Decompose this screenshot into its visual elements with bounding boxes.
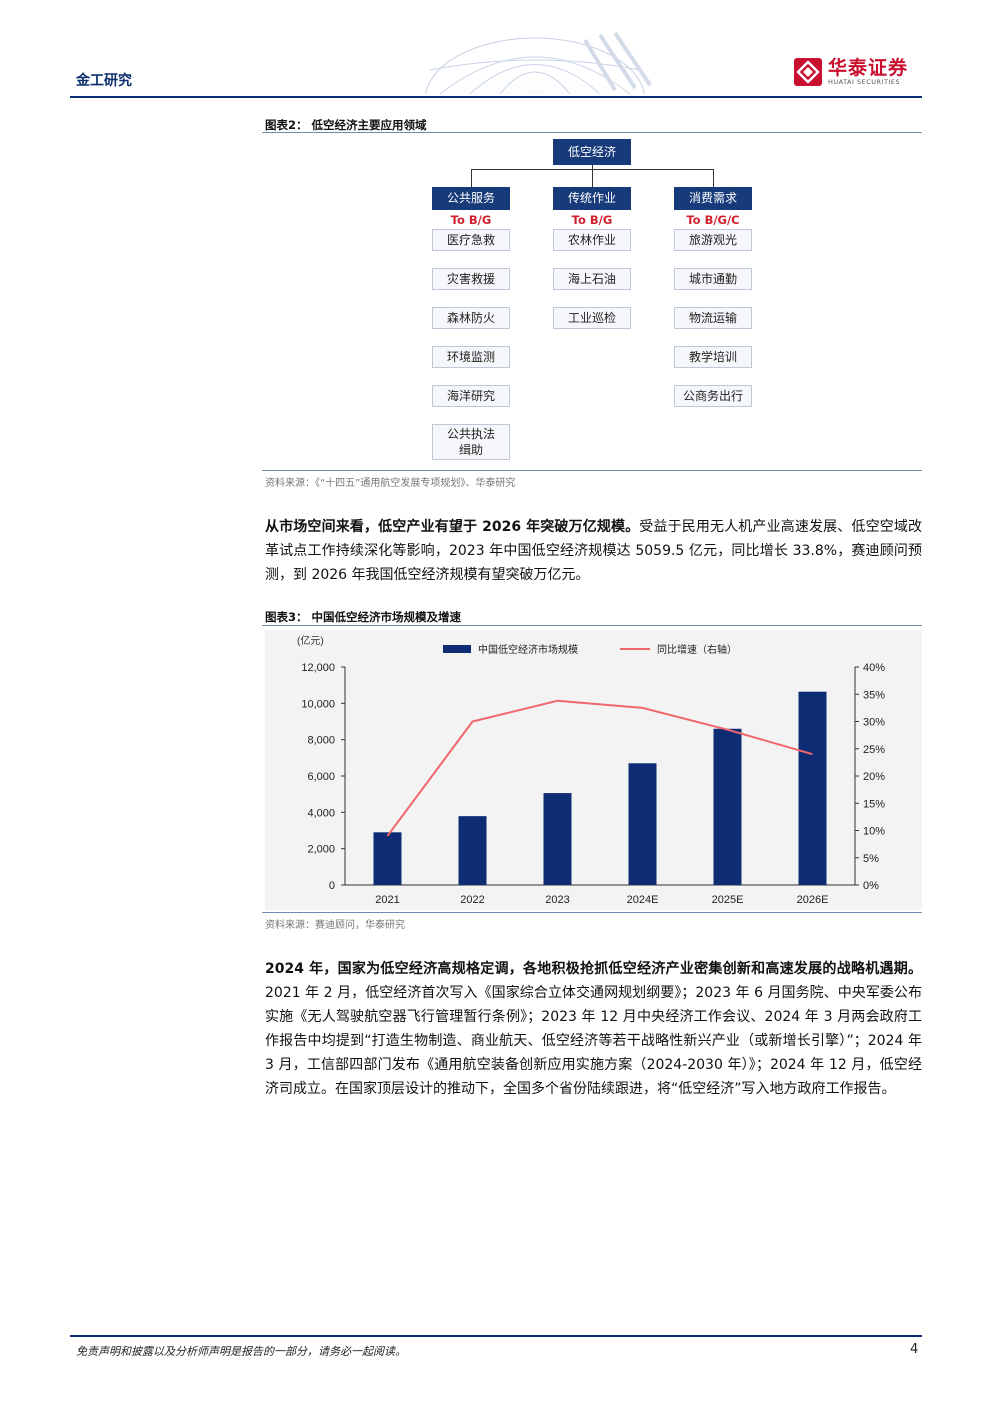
diagram-item: 医疗急救: [432, 229, 510, 251]
category-public-service: 公共服务: [432, 187, 510, 210]
y2-tick-label: 30%: [863, 717, 885, 729]
y2-tick-label: 5%: [863, 853, 879, 865]
legend-bar-swatch: [443, 645, 471, 653]
category-traditional-work: 传统作业: [553, 187, 631, 210]
connector-middle: [592, 169, 593, 187]
bar-2025E: [713, 728, 742, 885]
y-tick-label: 0: [329, 880, 335, 892]
x-tick-label: 2022: [460, 894, 484, 906]
x-tick-label: 2025E: [712, 894, 744, 906]
figure2-top-rule: [262, 132, 922, 133]
bar-2022: [458, 816, 487, 885]
connector-left: [471, 169, 472, 187]
x-tick-label: 2021: [375, 894, 399, 906]
globe-decoration-icon: [425, 31, 652, 94]
diagram-item: 海上石油: [553, 268, 631, 290]
y2-tick-label: 25%: [863, 744, 885, 756]
figure2-title: 图表2： 低空经济主要应用领域: [265, 118, 427, 132]
market-size-chart: (亿元) 0 2,000 4,000 6,000 8,000 10,000 12,000 0% 5…: [265, 630, 922, 910]
paragraph-body: 2021 年 2 月，低空经济首次写入《国家综合立体交通网规划纲要》；2023 …: [265, 985, 922, 1097]
diagram-item: 教学培训: [674, 346, 752, 368]
legend-line-label: 同比增速（右轴）: [657, 643, 737, 656]
diagram-item: 公商务出行: [674, 385, 752, 407]
tob-label: To B/G/C: [686, 213, 740, 227]
x-tick-label: 2026E: [797, 894, 829, 906]
y-tick-label: 2,000: [307, 844, 335, 856]
legend-bar-label: 中国低空经济市场规模: [478, 643, 578, 656]
bar-2023: [543, 793, 572, 885]
footer-divider: [70, 1335, 922, 1337]
diagram-item: 森林防火: [432, 307, 510, 329]
y-tick-label: 8,000: [307, 735, 335, 747]
paragraph-lead: 2024 年，国家为低空经济高规格定调，各地积极抢抓低空经济产业密集创新和高速发…: [265, 961, 922, 977]
figure2-source: 资料来源：《“十四五”通用航空发展专项规划》、华泰研究: [265, 478, 516, 489]
paragraph-policy: 2024 年，国家为低空经济高规格定调，各地积极抢抓低空经济产业密集创新和高速发…: [265, 957, 922, 1101]
logo-text-en: HUATAI SECURITIES: [828, 78, 901, 86]
y2-tick-label: 40%: [863, 662, 885, 674]
bar-2021: [373, 832, 402, 885]
page-number: 4: [910, 1342, 919, 1357]
diagram-item: 环境监测: [432, 346, 510, 368]
company-logo: 华泰证券 HUATAI SECURITIES: [794, 58, 908, 86]
bar-2026E: [798, 691, 827, 885]
x-tick-label: 2023: [545, 894, 569, 906]
connector-right: [713, 169, 714, 187]
logo-text-cn: 华泰证券: [828, 57, 909, 79]
y-tick-label: 6,000: [307, 771, 335, 783]
y-axis-unit: (亿元): [297, 634, 324, 647]
bar-2024E: [628, 763, 657, 885]
paragraph-body: 受益于民用无人机产业高速发展、低空空域改革试点工作持续深化等影响，2023 年中…: [265, 519, 922, 583]
paragraph-market-size: 从市场空间来看，低空产业有望于 2026 年突破万亿规模。受益于民用无人机产业高…: [265, 515, 922, 587]
y2-tick-label: 0%: [863, 880, 879, 892]
figure3-top-rule: [262, 625, 922, 626]
figure3-title: 图表3： 中国低空经济市场规模及增速: [265, 610, 462, 624]
figure3-source: 资料来源：赛迪顾问，华泰研究: [265, 920, 405, 931]
diagram-item: 物流运输: [674, 307, 752, 329]
section-label: 金工研究: [76, 73, 132, 89]
figure3-bottom-rule: [262, 912, 922, 913]
diagram-root: 低空经济: [553, 139, 631, 165]
diagram-item: 城市通勤: [674, 268, 752, 290]
footer-disclaimer: 免责声明和披露以及分析师声明是报告的一部分，请务必一起阅读。: [76, 1345, 406, 1358]
tob-label: To B/G: [450, 213, 492, 227]
x-tick-label: 2024E: [627, 894, 659, 906]
diagram-item: 公共执法 缉助: [432, 424, 510, 460]
tob-label: To B/G: [571, 213, 613, 227]
diagram-item: 旅游观光: [674, 229, 752, 251]
y-tick-label: 10,000: [301, 698, 335, 710]
diagram-item: 农林作业: [553, 229, 631, 251]
y-tick-label: 12,000: [301, 662, 335, 674]
header-divider: [70, 96, 922, 98]
huatai-logo-icon: [794, 58, 822, 86]
chart-svg: (亿元) 0 2,000 4,000 6,000 8,000 10,000 12,000 0% 5…: [297, 634, 885, 906]
category-consumer-demand: 消费需求: [674, 187, 752, 210]
diagram-item: 工业巡检: [553, 307, 631, 329]
y2-tick-label: 20%: [863, 771, 885, 783]
y2-tick-label: 15%: [863, 798, 885, 810]
y2-tick-label: 35%: [863, 689, 885, 701]
diagram-item: 海洋研究: [432, 385, 510, 407]
paragraph-lead: 从市场空间来看，低空产业有望于 2026 年突破万亿规模。: [265, 519, 640, 535]
y2-tick-label: 10%: [863, 826, 885, 838]
figure2-bottom-rule: [262, 470, 922, 471]
growth-line: [386, 699, 813, 837]
y-tick-label: 4,000: [307, 807, 335, 819]
diagram-item: 灾害救援: [432, 268, 510, 290]
